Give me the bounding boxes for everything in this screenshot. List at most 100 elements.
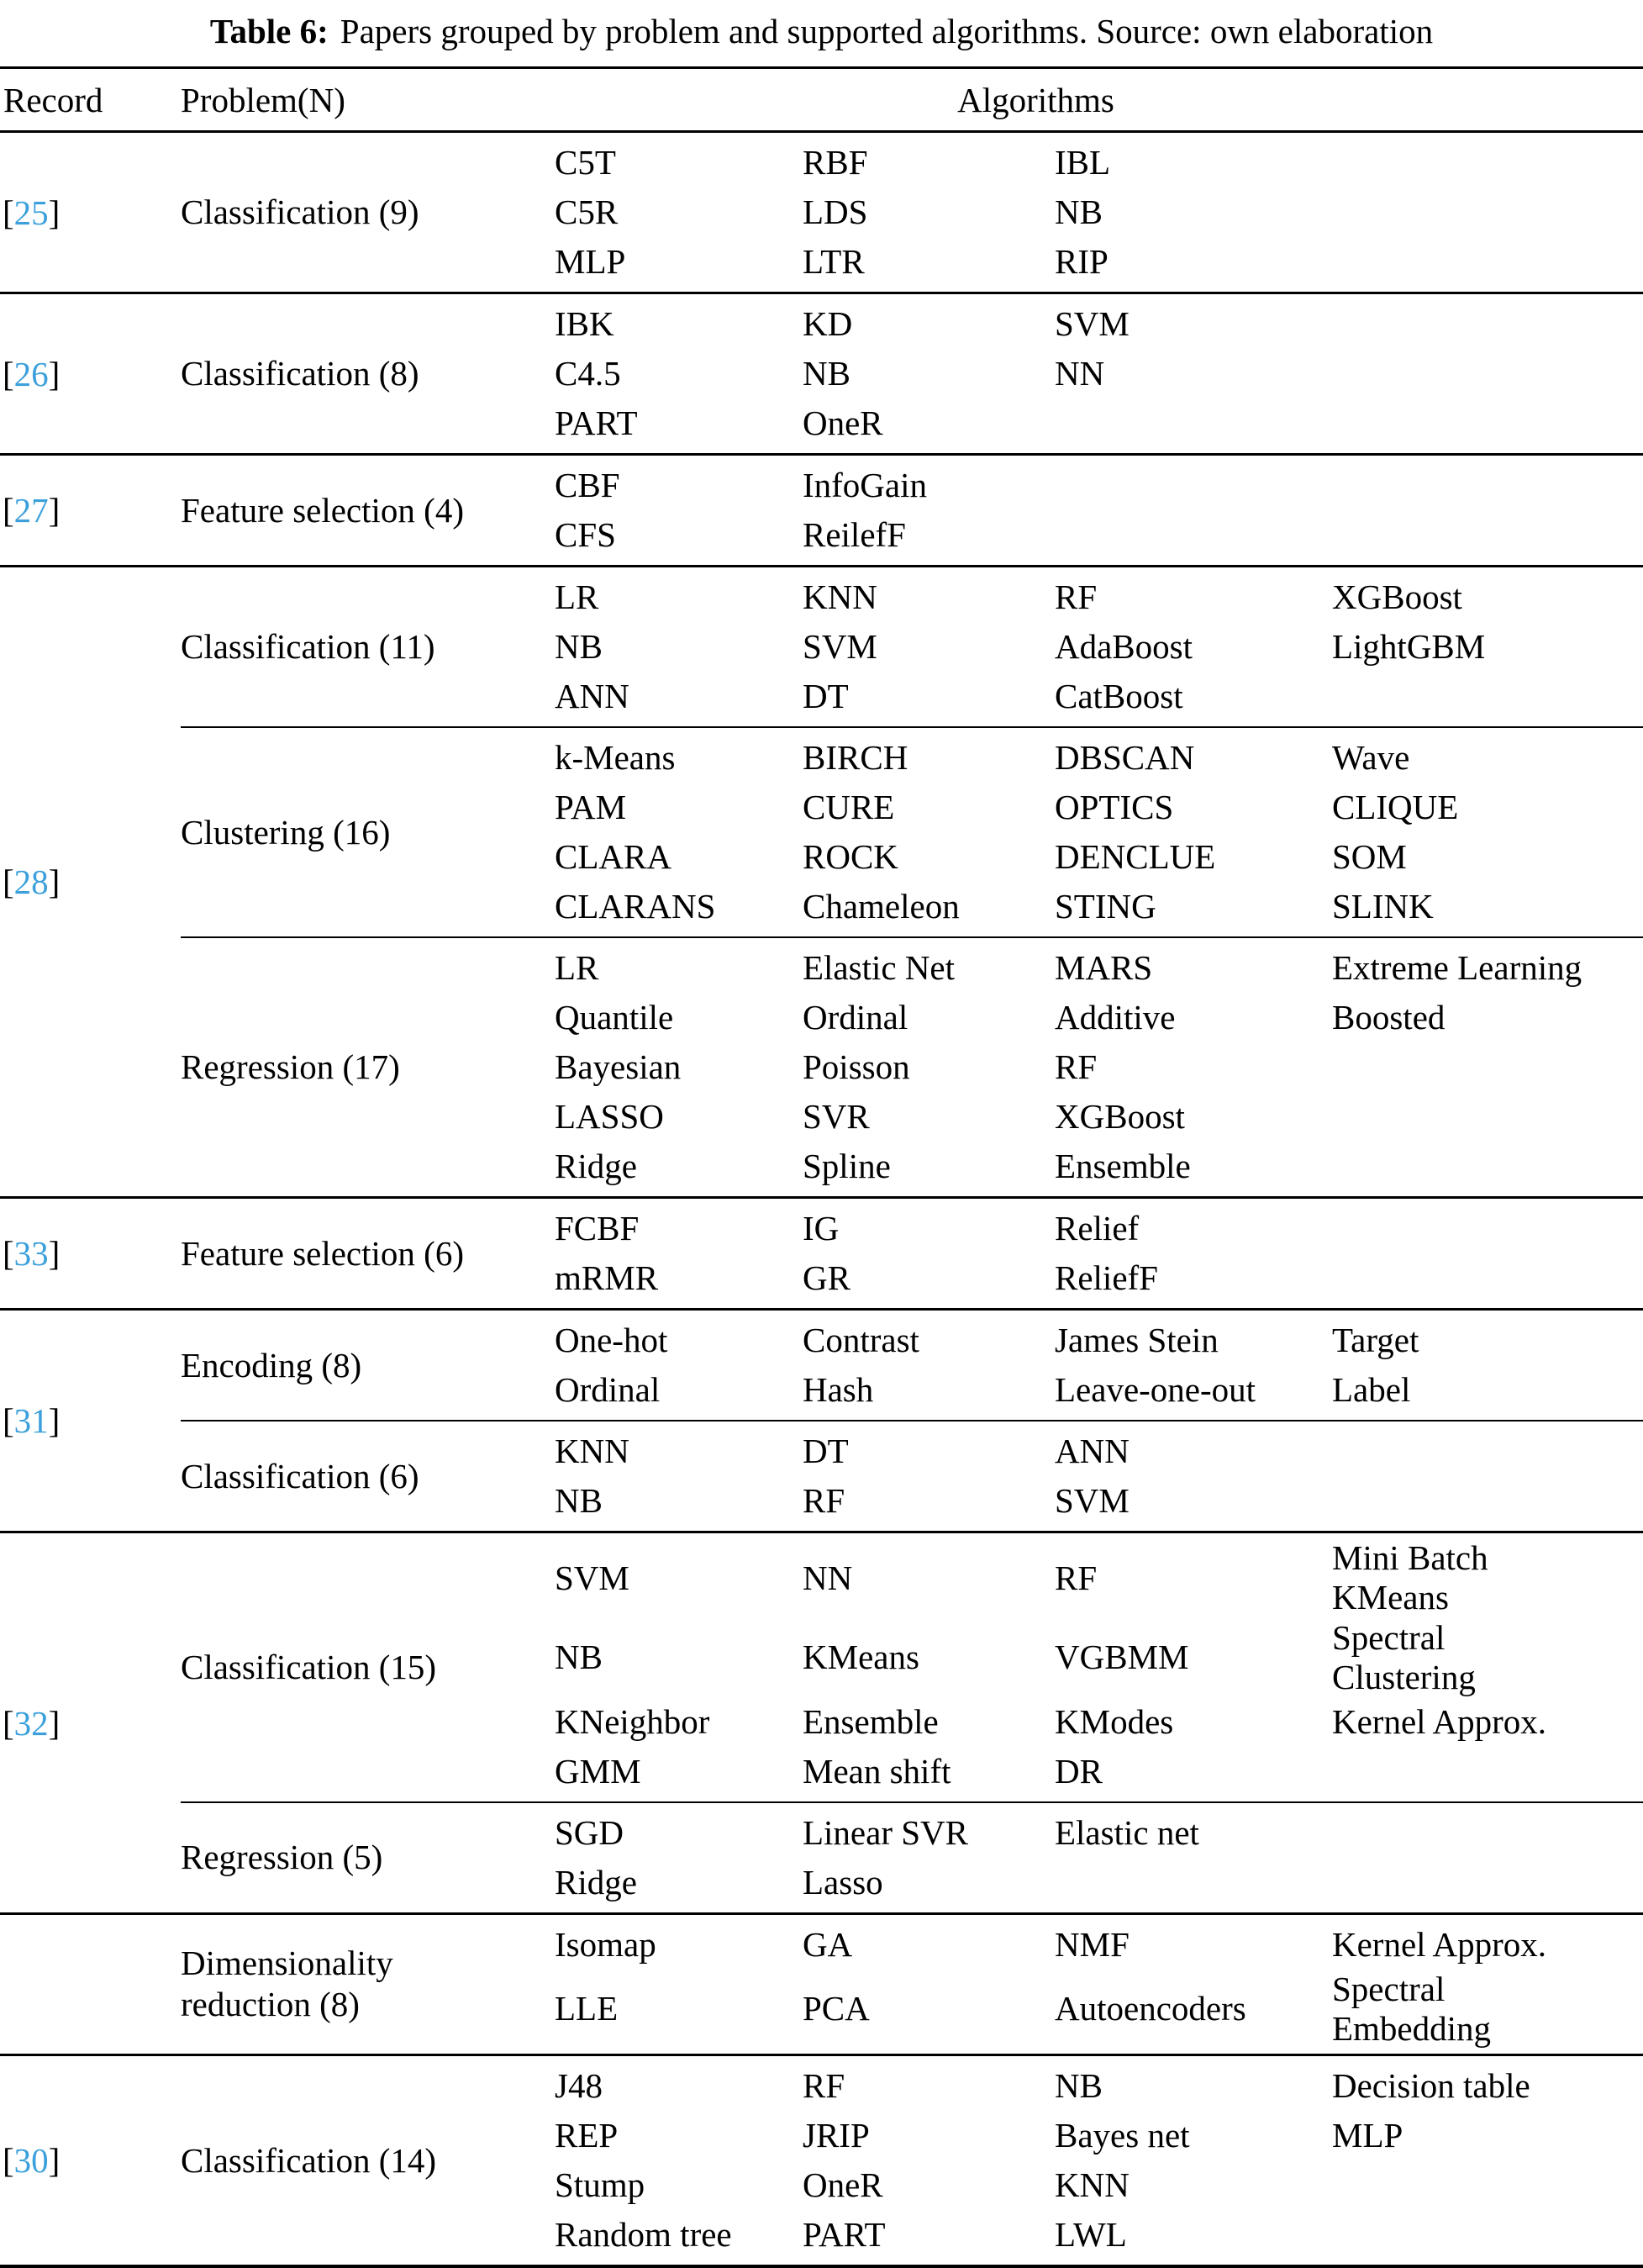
algorithm-cell xyxy=(1332,299,1643,349)
algorithm-cell: Quantile xyxy=(555,998,674,1037)
algorithm-cell xyxy=(1332,1858,1643,1907)
table-caption-text: Papers grouped by problem and supported … xyxy=(340,12,1434,50)
citation-bracket: [ xyxy=(3,1401,14,1441)
algorithm-cell: RF xyxy=(803,1481,845,1521)
record-block: [25] Classification (9) C5T C5R MLP RBF LDS LTR… xyxy=(0,133,1643,292)
algorithm-cell: CURE xyxy=(803,788,895,827)
citation-link[interactable]: 31 xyxy=(13,1401,49,1441)
problem-label: Feature selection (6) xyxy=(181,1233,464,1273)
record-id-cell: [25] xyxy=(0,133,181,292)
algorithm-cell: ANN xyxy=(1055,1432,1130,1471)
algorithm-cell: GMM xyxy=(555,1751,641,1791)
algorithm-cell xyxy=(1332,1808,1643,1858)
algorithm-cell: Mini Batch KMeans xyxy=(1332,1538,1488,1617)
algorithm-cell: CLIQUE xyxy=(1332,788,1459,827)
algorithm-cell: RF xyxy=(1055,1558,1098,1597)
problem-label: Classification (9) xyxy=(181,193,419,232)
algorithm-cell: Poisson xyxy=(803,1047,910,1087)
record-block: [26] Classification (8) IBK C4.5 PART KD NB One… xyxy=(0,292,1643,453)
algorithm-cell: LR xyxy=(555,948,599,988)
algorithm-cell: Decision table xyxy=(1332,2066,1530,2106)
algorithm-cell: GR xyxy=(803,1258,850,1298)
record-block: [27] Feature selection (4) CBF CFS InfoGain R… xyxy=(0,453,1643,565)
algorithm-cell: SOM xyxy=(1332,837,1407,877)
algorithm-cell: Wave xyxy=(1332,738,1410,778)
algorithm-cell: NB xyxy=(555,627,603,667)
problem-label: Classification (15) xyxy=(181,1647,437,1686)
problem-group: Classification (8) IBK C4.5 PART KD NB OneR SVM… xyxy=(181,294,1643,453)
algorithm-cell: OneR xyxy=(803,403,883,443)
algorithm-cell: SVR xyxy=(803,1097,870,1137)
algorithm-cell xyxy=(1332,1092,1643,1142)
citation-bracket: ] xyxy=(48,2141,61,2181)
algorithm-cell: IG xyxy=(803,1209,840,1248)
citation-bracket: ] xyxy=(48,491,61,530)
citation-link[interactable]: 26 xyxy=(13,354,49,393)
citation-link[interactable]: 32 xyxy=(13,1703,49,1743)
citation-link[interactable]: 28 xyxy=(13,862,49,902)
algorithm-cell: CFS xyxy=(555,515,616,555)
citation-bracket: [ xyxy=(3,1234,14,1274)
citation-bracket: ] xyxy=(48,193,61,232)
algorithm-cell: Chameleon xyxy=(803,887,960,926)
citation-bracket: ] xyxy=(48,354,61,393)
algorithm-cell xyxy=(1332,1253,1643,1303)
algorithm-cell: Mean shift xyxy=(803,1751,951,1791)
algorithm-cell: NN xyxy=(803,1558,853,1597)
algorithm-cell: STING xyxy=(1055,887,1156,926)
algorithm-cell: DBSCAN xyxy=(1055,738,1195,778)
algorithm-cell: SGD xyxy=(555,1812,624,1852)
algorithm-cell: C5R xyxy=(555,193,619,232)
algorithm-cell: LLE xyxy=(555,1989,619,2028)
algorithm-cell: XGBoost xyxy=(1332,578,1462,617)
algorithm-cell: Target xyxy=(1332,1321,1419,1360)
algorithm-cell: Ensemble xyxy=(803,1701,939,1741)
algorithm-cell: Ensemble xyxy=(1055,1147,1191,1186)
algorithm-cell: C5T xyxy=(555,143,616,182)
record-id-cell xyxy=(0,1915,181,2054)
problem-label: Classification (8) xyxy=(181,354,419,393)
problem-label: Feature selection (4) xyxy=(181,490,464,530)
record-id-cell: [27] xyxy=(0,456,181,565)
algorithm-cell: KMeans xyxy=(803,1638,919,1677)
algorithm-cell: ANN xyxy=(555,677,629,716)
citation-link[interactable]: 27 xyxy=(13,491,49,530)
algorithm-cell: Relief xyxy=(1055,1209,1140,1248)
algorithm-cell: RF xyxy=(1055,578,1098,617)
algorithm-cell: Leave-one-out xyxy=(1055,1370,1256,1410)
citation-link[interactable]: 30 xyxy=(13,2141,49,2181)
algorithm-cell: RF xyxy=(1055,1047,1098,1087)
problem-group: Encoding (8) One-hot Ordinal Contrast Hash Ja… xyxy=(181,1311,1643,1420)
citation-bracket: ] xyxy=(48,1234,61,1274)
problem-group: Classification (6) KNN NB DT RF ANN SVM xyxy=(181,1420,1643,1531)
record-id-cell: [26] xyxy=(0,294,181,453)
problem-groups: Encoding (8) One-hot Ordinal Contrast Hash Ja… xyxy=(181,1311,1643,1531)
algorithm-cell: Ordinal xyxy=(555,1370,661,1410)
algorithm-cell: InfoGain xyxy=(803,466,928,505)
algorithm-cell: Ridge xyxy=(555,1862,637,1901)
record-block: [32] Classification (15) SVM NB KNeighbor GMM… xyxy=(0,1531,1643,1912)
algorithm-cell: LDS xyxy=(803,193,868,232)
algorithm-cell: Lasso xyxy=(803,1862,883,1901)
algorithm-cell: NB xyxy=(1055,193,1103,232)
algorithm-cell xyxy=(1055,1858,1332,1907)
algorithm-cell: GA xyxy=(803,1924,853,1964)
citation-link[interactable]: 25 xyxy=(13,193,49,232)
citation-link[interactable]: 33 xyxy=(13,1234,49,1274)
algorithm-cell xyxy=(1055,398,1332,448)
algorithm-cell xyxy=(1332,510,1643,560)
algorithm-cell: JRIP xyxy=(803,2116,870,2155)
algorithm-cell xyxy=(1332,1204,1643,1253)
table-header-row: Record Problem(N) Algorithms xyxy=(0,69,1643,134)
algorithm-cell: PART xyxy=(803,2215,886,2255)
problem-group: Classification (15) SVM NB KNeighbor GMM NN KM… xyxy=(181,1533,1643,1801)
algorithm-cell: Hash xyxy=(803,1370,874,1410)
algorithm-cell xyxy=(1332,1476,1643,1526)
citation-bracket: [ xyxy=(3,1703,14,1743)
algorithm-cell: VGBMM xyxy=(1055,1638,1189,1677)
citation-bracket: [ xyxy=(3,2141,14,2181)
algorithm-cell xyxy=(1332,138,1643,187)
problem-label: Classification (11) xyxy=(181,627,435,667)
algorithm-cell: Isomap xyxy=(555,1924,656,1964)
